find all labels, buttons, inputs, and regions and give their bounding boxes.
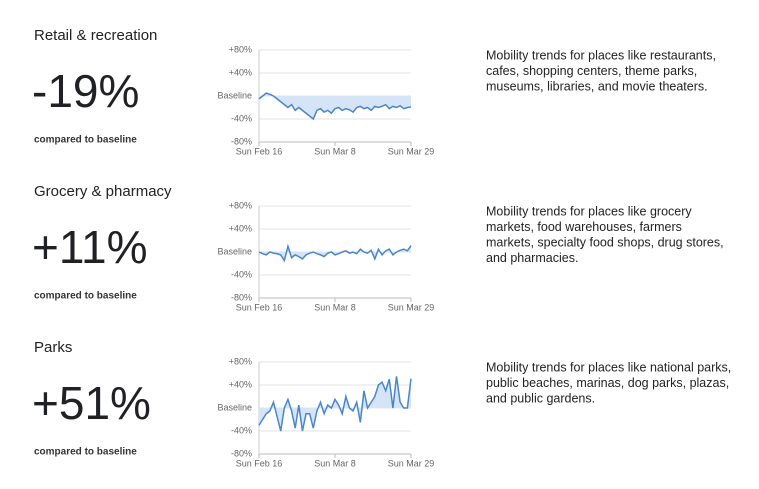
x-tick-label: Sun Feb 16 (236, 146, 283, 156)
x-tick-label: Sun Mar 29 (388, 458, 435, 468)
headline-value: +11% (32, 221, 148, 273)
description: markets, specialty food shops, drug stor… (486, 235, 724, 249)
baseline-area (259, 93, 411, 119)
y-tick-label: +80% (229, 200, 252, 210)
description: markets, food warehouses, farmers (486, 220, 682, 234)
x-tick-label: Sun Mar 8 (314, 146, 356, 156)
y-tick-label: +80% (229, 356, 252, 366)
caption: compared to baseline (34, 291, 137, 302)
section-title: Grocery & pharmacy (34, 183, 172, 200)
caption: compared to baseline (34, 447, 137, 458)
x-tick-label: Sun Feb 16 (236, 458, 283, 468)
x-tick-label: Sun Mar 8 (314, 458, 356, 468)
section-title: Parks (34, 339, 72, 356)
baseline-area (259, 245, 411, 261)
y-tick-label: -40% (231, 425, 252, 435)
y-tick-label: +80% (229, 44, 252, 54)
trend-line (258, 376, 412, 432)
headline-value: +51% (32, 377, 151, 429)
y-tick-label: Baseline (217, 90, 252, 100)
y-tick-label: Baseline (217, 246, 252, 256)
y-tick-label: -80% (231, 448, 252, 458)
description: museums, libraries, and movie theaters. (486, 79, 708, 93)
description: Mobility trends for places like restaura… (486, 48, 716, 62)
x-tick-label: Sun Mar 8 (314, 302, 356, 312)
y-tick-label: -40% (231, 113, 252, 123)
description: Mobility trends for places like national… (486, 360, 731, 374)
description: and pharmacies. (486, 251, 578, 265)
description: public beaches, marinas, dog parks, plaz… (486, 376, 729, 390)
y-tick-label: -40% (231, 269, 252, 279)
y-tick-label: -80% (231, 136, 252, 146)
y-tick-label: +40% (229, 223, 252, 233)
trend-line (258, 92, 412, 121)
caption: compared to baseline (34, 135, 137, 146)
y-tick-label: -80% (231, 292, 252, 302)
section-title: Retail & recreation (34, 27, 157, 44)
x-tick-label: Sun Feb 16 (236, 302, 283, 312)
y-tick-label: Baseline (217, 402, 252, 412)
baseline-area (259, 376, 411, 431)
description: and public gardens. (486, 391, 595, 405)
x-tick-label: Sun Mar 29 (388, 146, 435, 156)
y-tick-label: +40% (229, 67, 252, 77)
y-tick-label: +40% (229, 379, 252, 389)
description: Mobility trends for places like grocery (486, 204, 692, 218)
description: cafes, shopping centers, theme parks, (486, 64, 697, 78)
x-tick-label: Sun Mar 29 (388, 302, 435, 312)
headline-value: -19% (32, 65, 139, 117)
trend-line (258, 243, 412, 263)
